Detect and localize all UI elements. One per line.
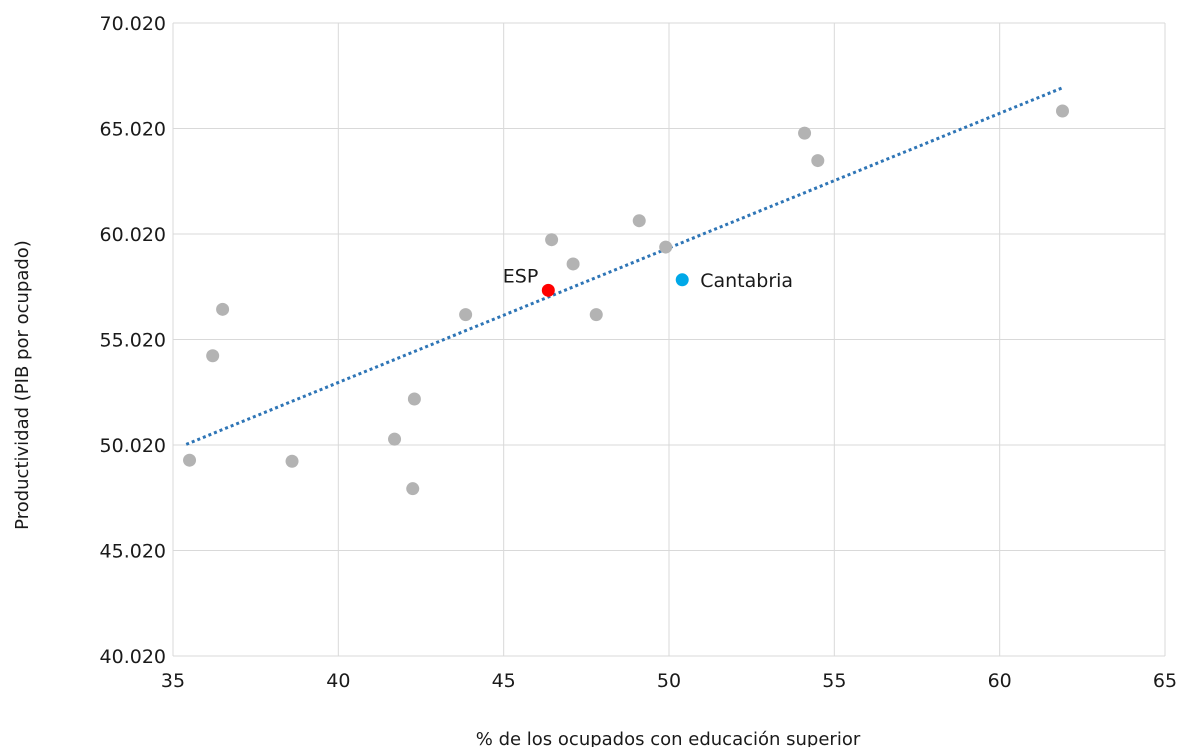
region-point: [659, 240, 673, 254]
y-tick-label: 40.020: [100, 646, 166, 668]
y-axis-title: Productividad (PIB por ocupado): [12, 240, 33, 530]
y-tick-label: 70.020: [100, 13, 166, 35]
trendline-path: [185, 86, 1064, 446]
data-points: [183, 104, 1069, 496]
grid-lines: [172, 22, 1166, 657]
point-labels: ESP Cantabria: [503, 265, 793, 291]
trendline: [185, 86, 1064, 446]
cantabria-label: Cantabria: [700, 270, 793, 292]
y-tick-label: 60.020: [100, 224, 166, 246]
y-tick-label: 55.020: [100, 330, 166, 352]
x-tick-label: 55: [822, 670, 846, 692]
x-axis-title: % de los ocupados con educación superior: [476, 729, 861, 747]
region-point: [545, 233, 559, 247]
region-point: [183, 453, 197, 467]
region-point: [566, 257, 580, 271]
region-point: [206, 349, 220, 363]
y-tick-label: 50.020: [100, 435, 166, 457]
region-point: [798, 126, 812, 140]
x-tick-label: 50: [657, 670, 681, 692]
x-tick-label: 40: [326, 670, 350, 692]
cantabria-point: [675, 273, 689, 287]
region-point: [406, 482, 420, 496]
y-tick-label: 65.020: [100, 119, 166, 141]
esp-point: [541, 283, 555, 297]
esp-label: ESP: [503, 265, 539, 287]
region-point: [632, 214, 646, 228]
region-point: [216, 302, 230, 316]
region-point: [388, 432, 402, 446]
x-tick-label: 60: [988, 670, 1012, 692]
x-tick-label: 65: [1153, 670, 1177, 692]
region-point: [589, 308, 603, 322]
tick-labels: 35 40 45 50 55 60 65 40.020 45.020 50.020 55.020 60…: [100, 13, 1178, 692]
region-point: [811, 154, 825, 168]
region-point: [285, 454, 299, 468]
region-point: [407, 392, 421, 406]
y-tick-label: 45.020: [100, 541, 166, 563]
x-tick-label: 45: [492, 670, 516, 692]
x-tick-label: 35: [161, 670, 185, 692]
region-point: [459, 308, 473, 322]
region-point: [1055, 104, 1069, 118]
